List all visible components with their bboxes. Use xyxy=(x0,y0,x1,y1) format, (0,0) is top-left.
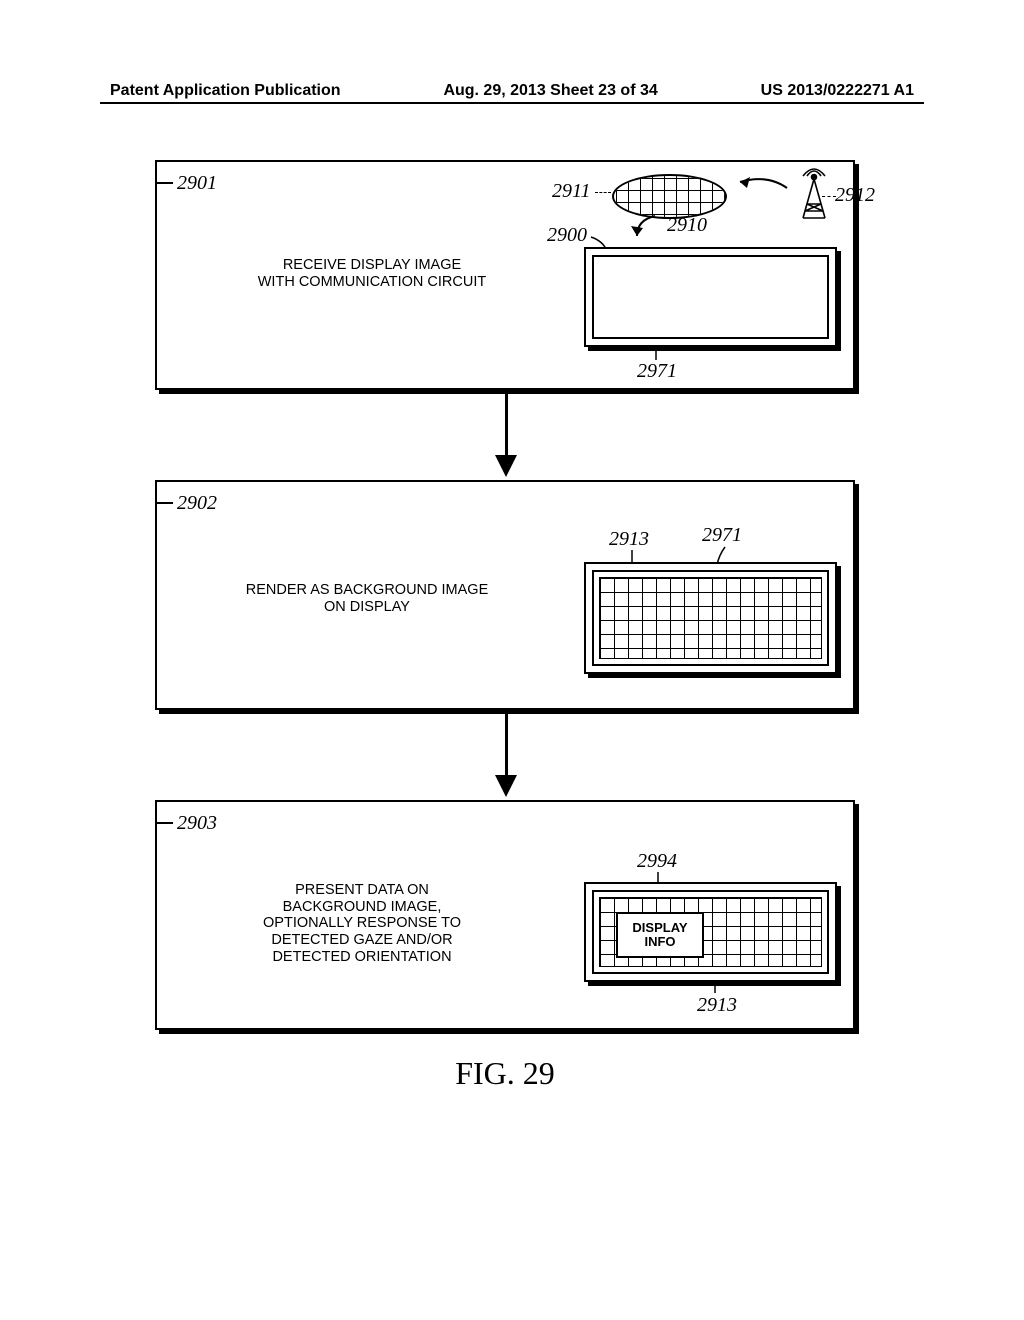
display-device-icon xyxy=(584,562,837,674)
display-device-icon: DISPLAY INFO xyxy=(584,882,837,982)
page: Patent Application Publication Aug. 29, … xyxy=(0,0,1024,1320)
page-header: Patent Application Publication Aug. 29, … xyxy=(110,82,914,100)
step-text-2903: PRESENT DATA ON BACKGROUND IMAGE, OPTION… xyxy=(237,882,487,965)
ref-label-2912: 2912 xyxy=(835,184,875,207)
ref-label-2903: 2903 xyxy=(177,812,217,835)
antenna-tower-icon xyxy=(797,166,831,220)
leader-tick xyxy=(155,182,173,184)
flow-connector xyxy=(130,710,880,800)
step-text-2902: RENDER AS BACKGROUND IMAGE ON DISPLAY xyxy=(212,582,522,615)
header-right: US 2013/0222271 A1 xyxy=(761,82,914,100)
ref-label-2901: 2901 xyxy=(177,172,217,195)
connector-line xyxy=(505,390,508,460)
ref-label-2971: 2971 xyxy=(637,360,677,383)
leader-dash xyxy=(822,196,836,197)
device-screen-empty xyxy=(592,255,829,339)
ref-label-2900: 2900 xyxy=(547,224,587,247)
leader-tick-v xyxy=(712,981,718,995)
background-image-grid xyxy=(599,577,822,659)
ref-label-2913-b: 2913 xyxy=(697,994,737,1017)
device-screen: DISPLAY INFO xyxy=(592,890,829,974)
ref-label-2911: 2911 xyxy=(552,180,591,203)
download-arrow-icon xyxy=(627,212,667,242)
flowchart-fig-29: 2901 RECEIVE DISPLAY IMAGE WITH COMMUNIC… xyxy=(130,160,880,1092)
figure-caption: FIG. 29 xyxy=(130,1055,880,1092)
ref-label-2994: 2994 xyxy=(637,850,677,873)
header-left: Patent Application Publication xyxy=(110,82,341,100)
ref-label-2910: 2910 xyxy=(667,214,707,237)
arrowhead-down-icon xyxy=(495,775,517,797)
header-center: Aug. 29, 2013 Sheet 23 of 34 xyxy=(443,82,657,100)
ref-label-2971-b: 2971 xyxy=(702,524,742,547)
header-rule xyxy=(100,102,924,104)
signal-arrow-icon xyxy=(732,172,797,197)
step-text-2901: RECEIVE DISPLAY IMAGE WITH COMMUNICATION… xyxy=(227,257,517,290)
leader-dash xyxy=(595,192,611,193)
leader-tick xyxy=(155,822,173,824)
device-screen xyxy=(592,570,829,666)
connector-line xyxy=(505,710,508,780)
flow-connector xyxy=(130,390,880,480)
ref-label-2913: 2913 xyxy=(609,528,649,551)
step-box-2903: 2903 PRESENT DATA ON BACKGROUND IMAGE, O… xyxy=(155,800,855,1030)
display-info-overlay: DISPLAY INFO xyxy=(616,912,704,958)
display-device-icon xyxy=(584,247,837,347)
step-box-2902: 2902 RENDER AS BACKGROUND IMAGE ON DISPL… xyxy=(155,480,855,710)
arrowhead-down-icon xyxy=(495,455,517,477)
ref-label-2902: 2902 xyxy=(177,492,217,515)
leader-tick xyxy=(155,502,173,504)
step-box-2901: 2901 RECEIVE DISPLAY IMAGE WITH COMMUNIC… xyxy=(155,160,855,390)
